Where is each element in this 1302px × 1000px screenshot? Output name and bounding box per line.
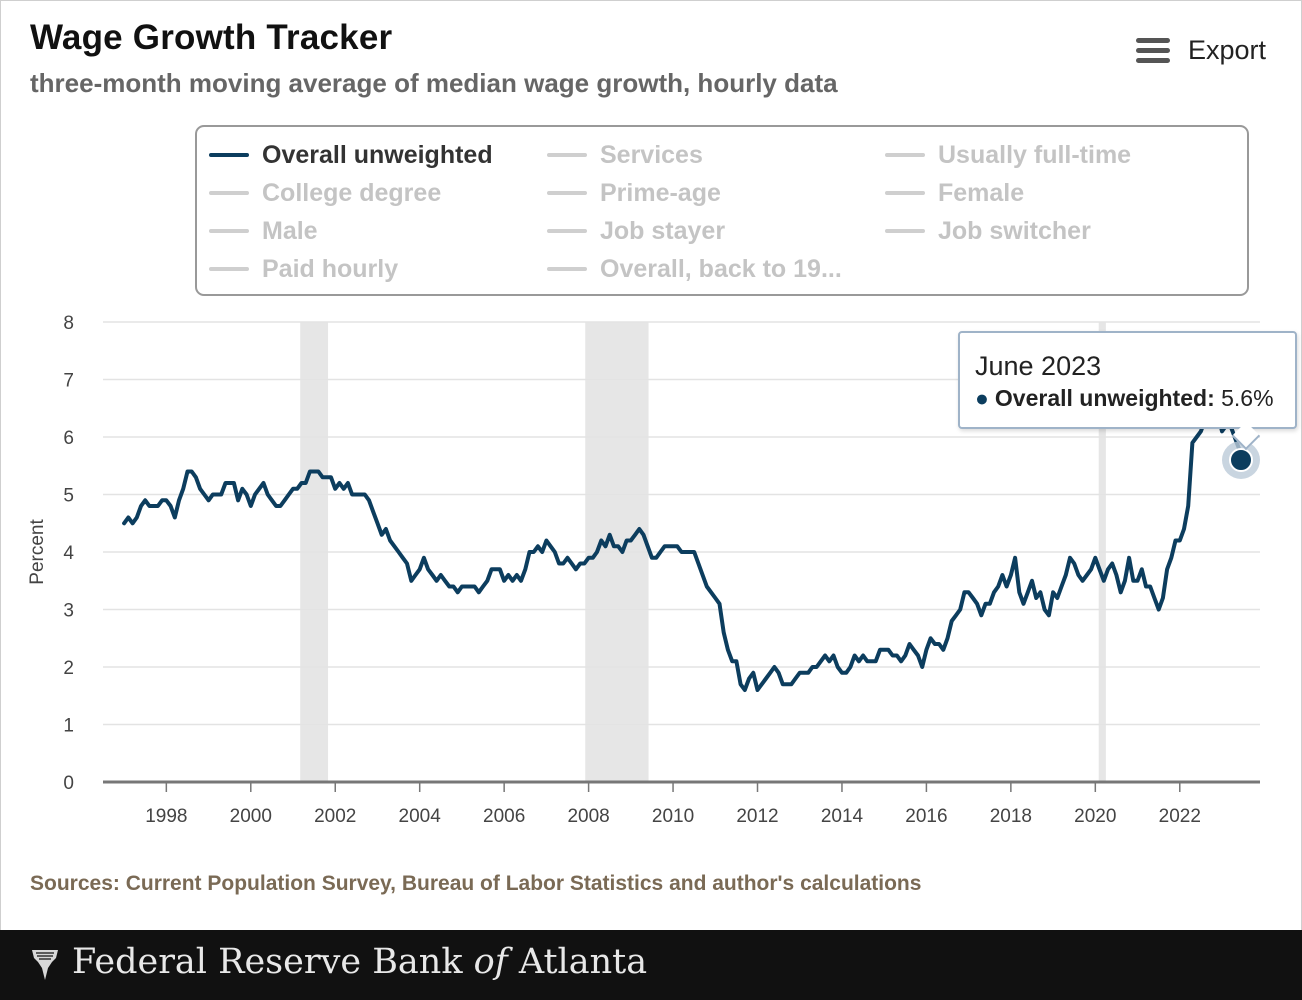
x-tick-label: 2016 <box>905 806 947 827</box>
legend-swatch <box>547 191 587 195</box>
y-tick-label: 1 <box>63 716 74 737</box>
x-tick-label: 2002 <box>314 806 356 827</box>
x-tick-label: 2006 <box>483 806 525 827</box>
legend-swatch <box>547 229 587 233</box>
x-tick-label: 2004 <box>399 806 442 827</box>
legend-item[interactable]: Prime-age <box>547 177 721 209</box>
legend-item[interactable]: College degree <box>209 177 441 209</box>
legend-item[interactable]: Services <box>547 139 703 171</box>
legend-swatch <box>209 153 249 157</box>
legend-item[interactable]: Male <box>209 215 318 247</box>
legend: Overall unweighted Services Usually full-t… <box>195 125 1249 296</box>
x-tick-label: 2020 <box>1074 806 1116 827</box>
tooltip-value: 5.6% <box>1221 385 1274 411</box>
legend-label: Overall unweighted <box>262 140 493 169</box>
tooltip: June 2023 ● Overall unweighted: 5.6% <box>958 331 1297 429</box>
legend-item[interactable]: Usually full-time <box>885 139 1131 171</box>
legend-label: Male <box>262 216 318 245</box>
x-tick-label: 2000 <box>230 806 272 827</box>
legend-item[interactable]: Paid hourly <box>209 253 398 285</box>
legend-item[interactable]: Job stayer <box>547 215 725 247</box>
legend-swatch <box>885 191 925 195</box>
chart-title: Wage Growth Tracker <box>30 18 393 57</box>
y-tick-label: 7 <box>63 371 74 392</box>
tooltip-value-line: ● Overall unweighted: 5.6% <box>975 385 1274 411</box>
x-tick-label: 2012 <box>736 806 778 827</box>
export-button[interactable]: Export <box>1136 28 1266 72</box>
x-tick-label: 2018 <box>990 806 1032 827</box>
hamburger-menu-icon <box>1136 36 1170 64</box>
tooltip-series-name: Overall unweighted <box>994 385 1208 411</box>
footer-text-part2: Atlanta <box>507 942 648 982</box>
x-tick-label: 2022 <box>1159 806 1201 827</box>
legend-swatch <box>209 229 249 233</box>
y-tick-label: 4 <box>63 543 74 564</box>
legend-item[interactable]: Job switcher <box>885 215 1091 247</box>
y-axis-title: Percent <box>27 519 48 585</box>
y-tick-label: 8 <box>63 313 74 334</box>
legend-label: Prime-age <box>600 178 721 207</box>
x-tick-label: 2010 <box>652 806 694 827</box>
legend-swatch <box>209 191 249 195</box>
legend-swatch <box>209 267 249 271</box>
y-tick-label: 2 <box>63 658 74 679</box>
legend-label: College degree <box>262 178 442 207</box>
legend-label: Paid hourly <box>262 254 399 283</box>
footer-bank-name: Federal Reserve Bank of Atlanta <box>72 942 647 982</box>
legend-swatch <box>547 267 587 271</box>
legend-label: Overall, back to 19... <box>600 254 842 283</box>
legend-swatch <box>547 153 587 157</box>
legend-label: Female <box>938 178 1025 207</box>
source-note: Sources: Current Population Survey, Bure… <box>30 872 922 895</box>
x-tick-label: 1998 <box>145 806 187 827</box>
legend-label: Job stayer <box>600 216 726 245</box>
y-tick-label: 6 <box>63 428 74 449</box>
x-tick-label: 2014 <box>821 806 864 827</box>
footer-text-part1: Federal Reserve Bank <box>72 942 474 982</box>
y-tick-label: 5 <box>63 486 74 507</box>
footer-banner: Federal Reserve Bank of Atlanta <box>0 930 1302 1000</box>
legend-swatch <box>885 153 925 157</box>
y-tick-label: 0 <box>63 773 74 794</box>
eagle-seal-icon <box>32 950 58 980</box>
chart-plot: 0 1 2 3 4 5 6 7 8 1998 2000 2002 2004 2006 2008 2010 201… <box>27 313 1260 827</box>
x-tick-label: 2008 <box>567 806 609 827</box>
series-dot-icon: ● <box>975 385 989 411</box>
legend-swatch <box>885 229 925 233</box>
series-line <box>122 400 1243 692</box>
legend-item[interactable]: Female <box>885 177 1024 209</box>
legend-label: Services <box>600 140 703 169</box>
y-tick-label: 3 <box>63 601 74 622</box>
export-label: Export <box>1188 34 1267 65</box>
legend-item[interactable]: Overall unweighted <box>209 139 493 171</box>
legend-item[interactable]: Overall, back to 19... <box>547 253 842 285</box>
chart-subtitle: three-month moving average of median wag… <box>30 68 838 98</box>
legend-label: Job switcher <box>938 216 1091 245</box>
hover-point <box>1228 448 1253 472</box>
tooltip-title: June 2023 <box>975 351 1102 381</box>
legend-label: Usually full-time <box>938 140 1132 169</box>
footer-text-italic: of <box>473 942 508 982</box>
